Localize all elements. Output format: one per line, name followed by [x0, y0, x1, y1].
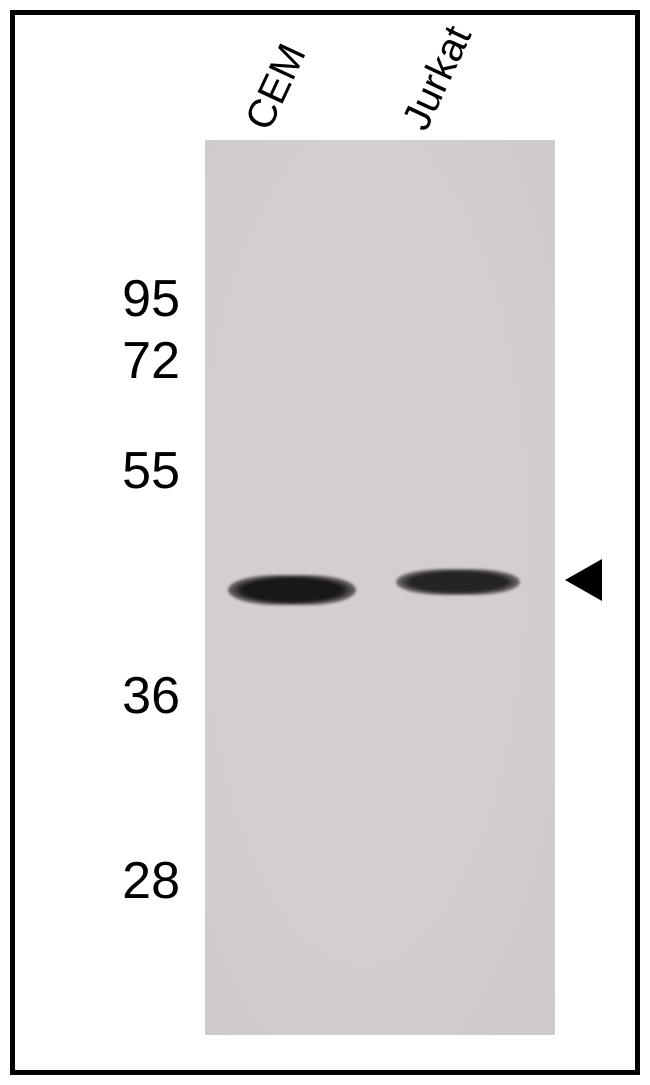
- marker-95: 95: [10, 269, 180, 329]
- marker-55: 55: [10, 441, 180, 501]
- marker-28: 28: [10, 851, 180, 911]
- marker-72: 72: [10, 331, 180, 391]
- marker-36: 36: [10, 666, 180, 726]
- band-cem: [228, 575, 356, 605]
- target-band-arrow: [565, 559, 602, 601]
- band-jurkat: [396, 569, 520, 595]
